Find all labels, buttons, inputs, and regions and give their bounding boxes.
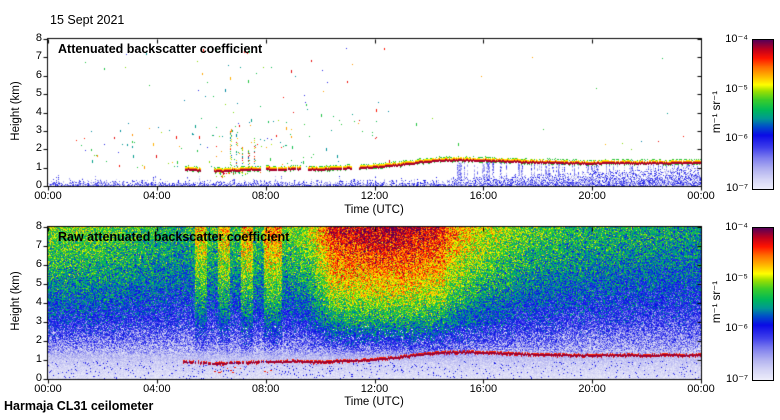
y-tick-label: 7 — [35, 239, 42, 251]
bottom-x-axis-label: Time (UTC) — [344, 396, 404, 408]
y-tick-label: 7 — [35, 50, 42, 63]
y-tick-label: 1 — [35, 160, 42, 173]
y-tick-label: 0 — [35, 372, 42, 384]
top-x-axis-label: Time (UTC) — [344, 204, 404, 216]
x-tick-label: 00:00 — [34, 383, 62, 395]
y-tick-label: 5 — [35, 87, 42, 100]
x-tick-label: 08:00 — [251, 383, 280, 395]
x-tick-label: 04:00 — [143, 190, 171, 202]
colorbar-tick-label: 10⁻⁷ — [725, 373, 748, 385]
y-tick-label: 3 — [35, 123, 42, 136]
y-tick-label: 8 — [35, 220, 42, 232]
x-tick-label: 08:00 — [251, 190, 280, 202]
colorbar-tick-label: 10⁻⁵ — [725, 82, 748, 95]
y-tick-label: 5 — [35, 277, 42, 289]
y-tick-label: 3 — [35, 315, 42, 327]
bottom-colorbar-unit-label: m⁻¹ sr⁻¹ — [711, 280, 723, 324]
top-panel-title: Attenuated backscatter coefficient — [58, 42, 263, 56]
y-tick-label: 2 — [35, 334, 42, 346]
y-tick-label: 0 — [35, 179, 42, 191]
x-tick-label: 04:00 — [143, 383, 171, 395]
x-tick-label: 20:00 — [578, 383, 606, 395]
colorbar-tick-label: 10⁻⁶ — [725, 322, 748, 335]
x-tick-label: 00:00 — [34, 190, 62, 202]
y-tick-label: 4 — [35, 296, 42, 308]
y-tick-label: 8 — [35, 32, 42, 44]
x-tick-label: 00:00 — [687, 383, 715, 395]
y-tick-label: 2 — [35, 142, 42, 155]
bottom-panel-title: Raw attenuated backscatter coefficient — [58, 230, 290, 244]
y-tick-label: 6 — [35, 258, 42, 270]
colorbar-tick-label: 10⁻⁴ — [725, 221, 748, 233]
bottom-colorbar — [752, 227, 774, 381]
y-tick-label: 4 — [35, 105, 42, 118]
x-tick-label: 00:00 — [687, 190, 715, 202]
y-tick-label: 1 — [35, 353, 42, 365]
x-tick-label: 16:00 — [469, 190, 498, 202]
x-tick-label: 12:00 — [360, 383, 389, 395]
x-tick-label: 20:00 — [578, 190, 606, 202]
x-tick-label: 12:00 — [360, 190, 389, 202]
raw-backscatter-heatmap — [42, 221, 707, 385]
date-label: 15 Sept 2021 — [50, 13, 125, 27]
colorbar-tick-label: 10⁻⁵ — [725, 271, 748, 284]
top-colorbar-unit-label: m⁻¹ sr⁻¹ — [711, 90, 723, 134]
colorbar-tick-label: 10⁻⁶ — [725, 132, 748, 145]
top-colorbar — [752, 39, 774, 190]
processed-backscatter-heatmap — [42, 33, 707, 192]
instrument-label: Harmaja CL31 ceilometer — [4, 399, 154, 413]
colorbar-tick-label: 10⁻⁴ — [725, 33, 748, 45]
y-tick-label: 6 — [35, 68, 42, 81]
colorbar-tick-label: 10⁻⁷ — [725, 182, 748, 194]
x-tick-label: 16:00 — [469, 383, 498, 395]
